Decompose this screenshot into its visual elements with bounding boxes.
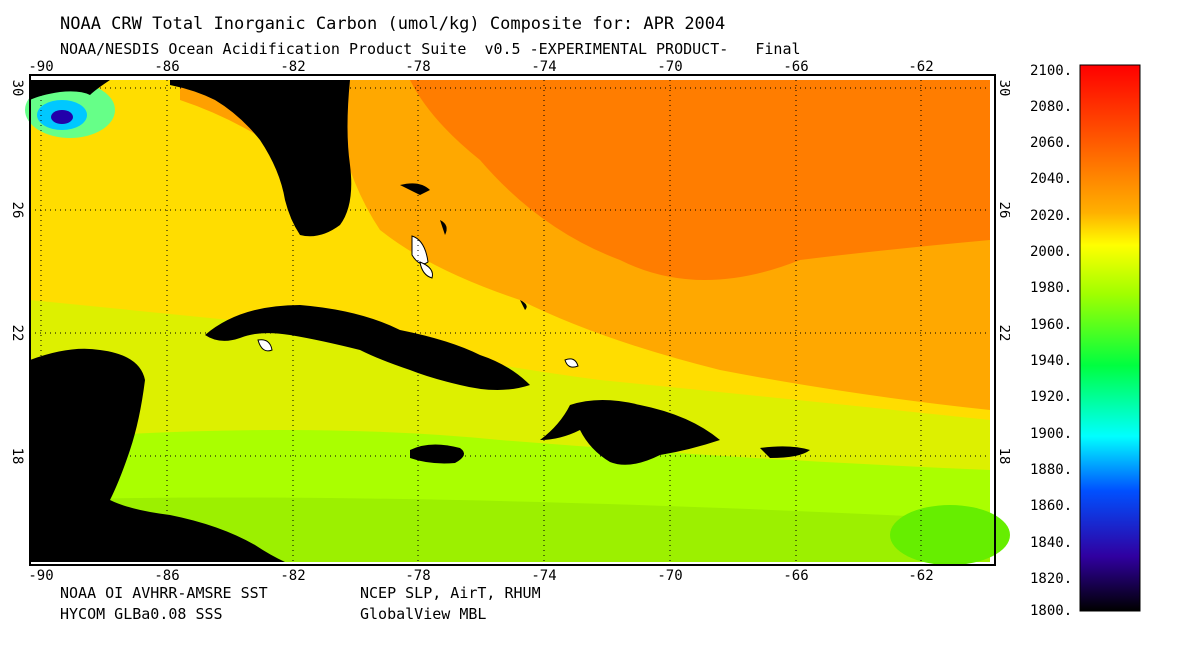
small-islands (257, 235, 579, 368)
puerto-rico-land (760, 446, 810, 458)
yucatan-land (30, 348, 145, 500)
lat-tick-label: 22 (9, 325, 25, 342)
hispaniola-land (540, 400, 720, 465)
lat-tick-label: 18 (996, 448, 1010, 465)
lat-tick-label: 26 (9, 202, 25, 219)
lat-tick-label: 30 (9, 80, 25, 97)
map-subtitle: NOAA/NESDIS Ocean Acidification Product … (60, 40, 801, 58)
colorbar-label: 2040. (1030, 171, 1072, 187)
lon-tick-label: -74 (531, 568, 556, 580)
jamaica-land (410, 444, 464, 464)
lon-tick-label: -66 (783, 568, 808, 580)
florida-land (170, 80, 352, 237)
lon-tick-label: -78 (405, 568, 430, 580)
colorbar-label: 1800. (1030, 603, 1072, 619)
lon-tick-label: -70 (657, 568, 682, 580)
lon-ticks-bottom: -90 -86 -82 -78 -74 -70 -66 -62 (28, 568, 933, 580)
land-masses (30, 80, 810, 562)
colorbar-label: 2060. (1030, 135, 1072, 151)
lon-tick-label: -90 (28, 59, 53, 75)
lon-tick-label: -62 (908, 59, 933, 75)
lon-tick-label: -86 (154, 59, 179, 75)
colorbar-label: 1880. (1030, 462, 1072, 478)
colorbar-labels: 2100. 2080. 2060. 2040. 2020. 2000. 1980… (1030, 63, 1072, 619)
colorbar-label: 1820. (1030, 571, 1072, 587)
map-frame (29, 74, 996, 566)
colorbar-label: 2100. (1030, 63, 1072, 79)
lon-tick-label: -74 (531, 59, 556, 75)
lon-tick-label: -86 (154, 568, 179, 580)
colorbar-label: 1860. (1030, 498, 1072, 514)
lat-ticks-right: 30 26 22 18 (996, 80, 1010, 465)
lon-tick-label: -62 (908, 568, 933, 580)
central-america-land (30, 500, 285, 562)
source-sst: NOAA OI AVHRR-AMSRE SST (60, 584, 268, 602)
graticule (30, 80, 990, 562)
lat-tick-label: 26 (996, 202, 1010, 219)
lon-tick-label: -66 (783, 59, 808, 75)
source-sss: HYCOM GLBa0.08 SSS (60, 605, 223, 623)
lon-tick-label: -78 (405, 59, 430, 75)
cuba-land (205, 305, 530, 390)
lat-tick-label: 30 (996, 80, 1010, 97)
colorbar-label: 1840. (1030, 535, 1072, 551)
colorbar-label: 1900. (1030, 426, 1072, 442)
colorbar: 2100. 2080. 2060. 2040. 2020. 2000. 1980… (1030, 63, 1141, 619)
louisiana-coast (30, 80, 110, 100)
source-co2: GlobalView MBL (360, 605, 487, 623)
lon-tick-label: -70 (657, 59, 682, 75)
lat-ticks-left: 30 26 22 18 (9, 80, 25, 465)
lat-tick-label: 22 (996, 325, 1010, 342)
source-met: NCEP SLP, AirT, RHUM (360, 584, 541, 602)
colorbar-label: 2000. (1030, 244, 1072, 260)
colorbar-gradient (1079, 64, 1141, 612)
colorbar-label: 1960. (1030, 317, 1072, 333)
lon-tick-label: -82 (280, 568, 305, 580)
carbon-map: -90 -86 -82 -78 -74 -70 -66 -62 -90 -86 … (9, 59, 1010, 580)
lon-ticks-top: -90 -86 -82 -78 -74 -70 -66 -62 (28, 59, 933, 75)
colorbar-label: 2080. (1030, 99, 1072, 115)
colorbar-label: 1940. (1030, 353, 1072, 369)
map-title: NOAA CRW Total Inorganic Carbon (umol/kg… (60, 14, 726, 34)
colorbar-label: 1980. (1030, 280, 1072, 296)
lon-tick-label: -82 (280, 59, 305, 75)
lat-tick-label: 18 (9, 448, 25, 465)
colorbar-label: 2020. (1030, 208, 1072, 224)
colorbar-label: 1920. (1030, 389, 1072, 405)
ocean-field (25, 80, 1010, 565)
lon-tick-label: -90 (28, 568, 53, 580)
